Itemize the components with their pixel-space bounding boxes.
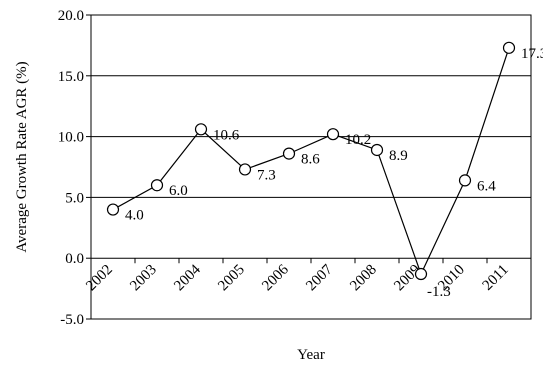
data-point bbox=[504, 42, 515, 53]
data-label: 6.0 bbox=[169, 183, 188, 199]
x-tick-label: 2008 bbox=[347, 262, 380, 295]
y-tick-label: 5.0 bbox=[65, 190, 84, 206]
y-tick-label: 10.0 bbox=[58, 130, 84, 146]
x-tick-label: 2003 bbox=[127, 262, 160, 295]
data-point bbox=[328, 129, 339, 140]
x-axis-title: Year bbox=[297, 347, 325, 363]
x-tick-label: 2004 bbox=[171, 261, 204, 294]
x-tick-label: 2011 bbox=[480, 262, 512, 294]
data-label: 4.0 bbox=[125, 208, 144, 224]
data-label: 8.6 bbox=[301, 152, 320, 168]
data-label: 7.3 bbox=[257, 167, 276, 183]
data-label: 10.2 bbox=[345, 132, 371, 148]
x-tick-label: 2007 bbox=[303, 261, 336, 294]
data-point bbox=[460, 175, 471, 186]
data-label: -1.3 bbox=[427, 284, 451, 300]
x-tick-label: 2002 bbox=[83, 262, 116, 295]
data-point bbox=[152, 180, 163, 191]
data-point bbox=[416, 269, 427, 280]
data-point bbox=[284, 148, 295, 159]
y-tick-label: 0.0 bbox=[65, 251, 84, 267]
data-label: 6.4 bbox=[477, 178, 496, 194]
data-point bbox=[196, 124, 207, 135]
y-tick-label: 20.0 bbox=[58, 8, 84, 24]
data-point bbox=[108, 204, 119, 215]
data-point bbox=[372, 144, 383, 155]
series-group: 4.0 6.0 10.6 7.3 8.6 10.2 8.9 -1.3 6.4 17.3 bbox=[108, 42, 543, 300]
data-point bbox=[240, 164, 251, 175]
y-tick-label: 15.0 bbox=[58, 69, 84, 85]
y-tick-label: -5.0 bbox=[60, 312, 84, 328]
data-label: 8.9 bbox=[389, 148, 408, 164]
data-label: 10.6 bbox=[213, 127, 240, 143]
x-tick-label: 2006 bbox=[259, 261, 292, 294]
x-tick-label: 2005 bbox=[215, 262, 248, 295]
data-label: 17.3 bbox=[521, 46, 543, 62]
y-axis-title: Average Growth Rate AGR (%) bbox=[14, 61, 30, 252]
